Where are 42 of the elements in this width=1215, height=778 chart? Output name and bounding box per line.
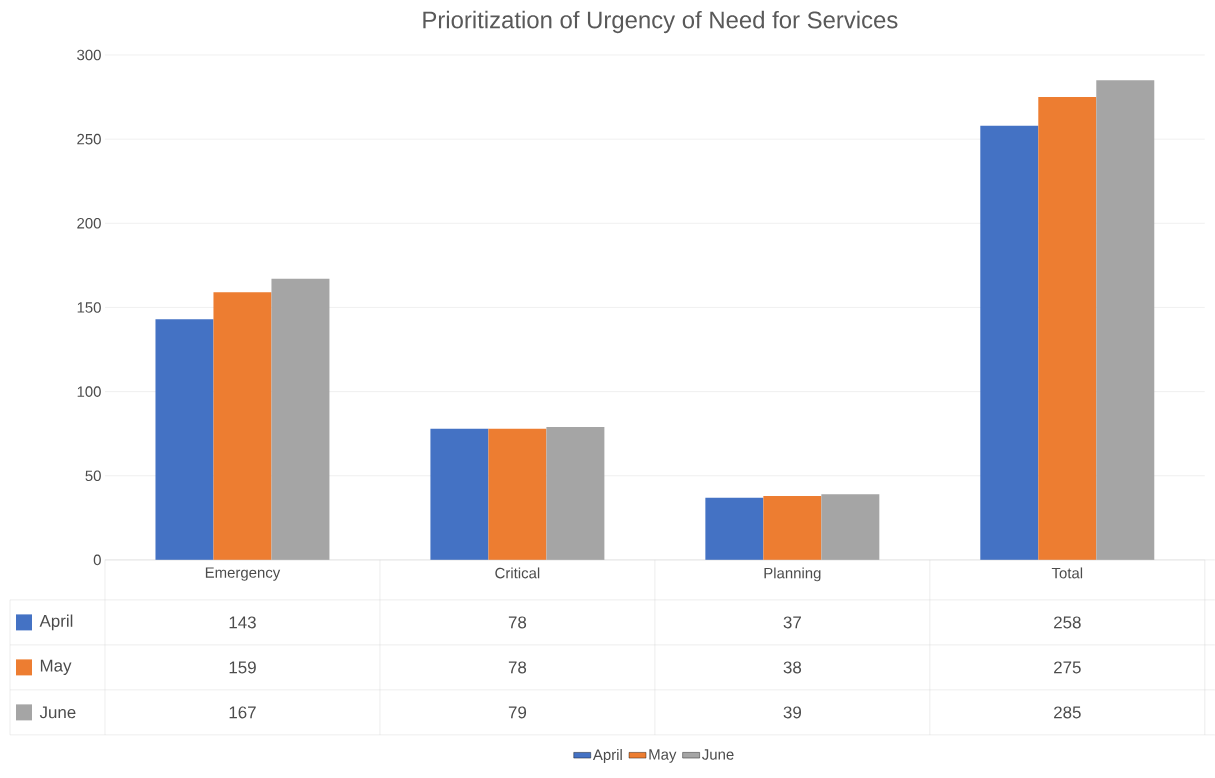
data-label: 78 <box>508 661 527 674</box>
text: May <box>649 749 677 763</box>
data-label: 78 <box>508 616 527 629</box>
x-tick-label: Total <box>1051 567 1083 579</box>
data-label: 258 <box>1054 616 1081 629</box>
bar <box>1038 97 1097 560</box>
bar <box>213 292 272 560</box>
data-label: 143 <box>229 616 256 629</box>
x-tick-label: Critical <box>495 567 540 579</box>
data-label: 285 <box>1054 706 1081 719</box>
y-tick-label: 300 <box>77 49 101 61</box>
bar <box>763 496 822 560</box>
data-label: 39 <box>783 706 801 719</box>
bar <box>546 427 605 560</box>
bar <box>821 494 880 560</box>
legend-label: April <box>39 614 73 631</box>
y-tick-label: 50 <box>85 470 101 482</box>
y-tick-label: 0 <box>93 554 101 566</box>
bar <box>980 125 1039 560</box>
y-tick-label: 150 <box>77 302 101 313</box>
bar <box>488 428 547 560</box>
data-label: 159 <box>229 661 256 674</box>
chart-title: Prioritization of Urgency of Need for Services <box>423 10 898 34</box>
y-tick-label: 200 <box>77 218 101 229</box>
text: June <box>39 706 76 719</box>
bar <box>155 319 214 560</box>
y-tick-label: 250 <box>77 133 101 145</box>
x-tick-label: Emergency <box>205 567 281 581</box>
data-label: 79 <box>508 706 527 719</box>
bar <box>705 497 764 560</box>
data-label: 38 <box>783 661 802 674</box>
bar <box>1096 80 1155 560</box>
bar <box>271 278 330 560</box>
y-tick-label: 100 <box>77 386 101 397</box>
bar <box>430 428 489 560</box>
legend-label: June <box>702 749 734 760</box>
data-label: 37 <box>783 616 801 629</box>
data-label: 275 <box>1054 661 1081 674</box>
text: April <box>592 749 622 764</box>
data-label: 167 <box>229 706 256 719</box>
x-tick-label: Planning <box>764 567 821 582</box>
legend-label: May <box>40 659 72 676</box>
